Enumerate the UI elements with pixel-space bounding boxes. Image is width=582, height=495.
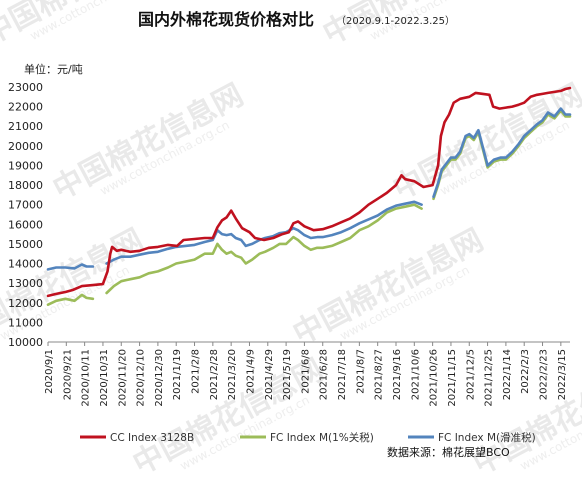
y-tick-label: 11000 (8, 316, 43, 329)
x-tick-label: 2021/2/8 (191, 349, 202, 394)
x-tick-label: 2021/2/28 (209, 349, 220, 400)
x-tick-label: 2021/4/29 (264, 349, 275, 400)
x-tick-label: 2020/9/21 (62, 349, 73, 400)
legend-label: FC Index M(1%关税) (270, 431, 374, 444)
series-line-1 (46, 86, 572, 298)
y-tick-label: 20000 (8, 140, 43, 153)
legend-label: CC Index 3128B (110, 432, 194, 444)
chart-title: 国内外棉花现货价格对比 (138, 10, 314, 29)
x-tick-label: 2021/10/6 (410, 349, 421, 400)
legend-label: FC Index M(滑准税) (438, 431, 536, 444)
x-tick-label: 2022/3/15 (557, 349, 568, 400)
x-tick-label: 2021/3/20 (227, 349, 238, 400)
watermark-text: 中国棉花信息网 (47, 78, 249, 207)
x-tick-label: 2021/5/19 (282, 349, 293, 400)
y-tick-label: 17000 (8, 199, 43, 212)
legend: CC Index 3128B FC Index M(1%关税) FC Index M… (80, 431, 536, 444)
x-tick-label: 2020/10/31 (99, 349, 110, 407)
y-tick-label: 23000 (8, 81, 43, 94)
watermark-text: 中国棉花信息网 (287, 223, 489, 352)
x-tick-label: 2021/12/5 (465, 349, 476, 400)
x-tick-label: 2020/11/20 (117, 349, 128, 407)
x-tick-label: 2021/12/25 (484, 349, 495, 407)
watermark-text: 中国棉花信息网 (387, 78, 582, 207)
x-axis: 2020/9/1 2020/9/21 2020/10/11 2020/10/31 202… (44, 342, 568, 407)
x-tick-label: 2021/1/19 (172, 349, 183, 400)
source-note: 数据来源：棉花展望BCO (387, 445, 510, 459)
x-tick-label: 2022/2/3 (520, 349, 531, 394)
x-tick-label: 2021/10/26 (429, 349, 440, 407)
x-tick-label: 2022/2/23 (539, 349, 550, 400)
y-tick-label: 21000 (8, 120, 43, 133)
x-tick-label: 2020/10/11 (81, 349, 92, 407)
x-tick-label: 2020/9/1 (44, 349, 55, 394)
y-tick-label: 19000 (8, 159, 43, 172)
series-layer (46, 86, 572, 306)
x-tick-label: 2022/1/14 (502, 349, 513, 400)
x-tick-label: 2021/8/27 (374, 349, 385, 400)
x-tick-label: 2021/9/16 (392, 349, 403, 400)
x-tick-label: 2021/7/18 (337, 349, 348, 400)
x-tick-label: 2021/6/28 (319, 349, 330, 400)
x-tick-label: 2021/8/7 (355, 349, 366, 394)
y-axis-unit-label: 单位：元/吨 (24, 62, 83, 76)
x-tick-label: 2020/12/30 (154, 349, 165, 407)
y-tick-label: 22000 (8, 101, 43, 114)
x-tick-label: 2021/6/8 (300, 349, 311, 394)
y-tick-label: 10000 (8, 336, 43, 349)
x-tick-label: 2021/11/15 (447, 349, 458, 407)
y-tick-label: 16000 (8, 218, 43, 231)
chart-subtitle: （2020.9.1-2022.3.25） (336, 15, 455, 27)
y-tick-label: 18000 (8, 179, 43, 192)
y-tick-label: 13000 (8, 277, 43, 290)
y-tick-label: 12000 (8, 297, 43, 310)
y-tick-label: 15000 (8, 238, 43, 251)
y-tick-label: 14000 (8, 258, 43, 271)
x-tick-label: 2020/12/10 (136, 349, 147, 407)
x-tick-label: 2021/4/9 (245, 349, 256, 394)
y-axis: 10000 11000 12000 13000 14000 15000 16000 17000… (8, 81, 43, 349)
